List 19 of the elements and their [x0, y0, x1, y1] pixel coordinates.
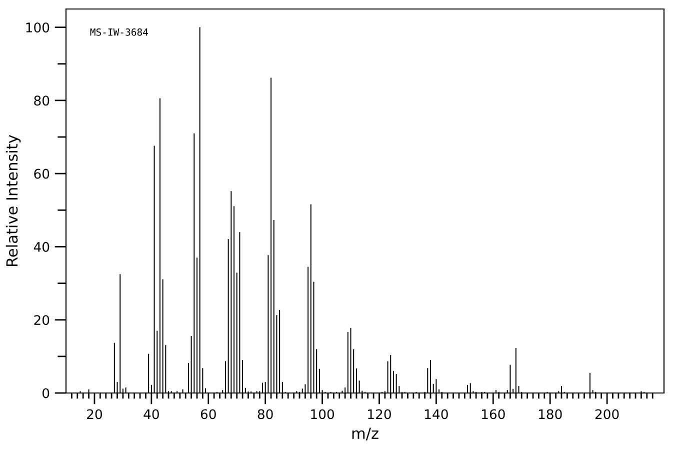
y-tick-label: 20: [34, 315, 50, 326]
y-tick-label: 80: [34, 96, 50, 106]
annotation: MS-IW-3684: [90, 28, 148, 36]
x-tick-label: 180: [538, 409, 562, 420]
x-tick-label: 160: [482, 409, 505, 420]
x-tick-label: 80: [258, 409, 273, 420]
x-tick-label: 40: [144, 409, 159, 420]
y-tick-label: 100: [26, 22, 50, 32]
x-tick-label: 200: [595, 409, 619, 420]
y-tick-label: 40: [34, 242, 50, 252]
x-tick-label: 20: [87, 409, 102, 420]
x-tick-label: 140: [425, 409, 448, 420]
x-axis-title: m/z: [352, 428, 378, 440]
x-tick-label: 100: [311, 409, 334, 420]
x-tick-label: 120: [368, 409, 391, 420]
x-tick-label: 60: [200, 409, 216, 420]
y-tick-label: 0: [42, 388, 50, 398]
y-tick-label: 60: [34, 168, 50, 179]
y-axis-title: Relative Intensity: [6, 134, 21, 266]
